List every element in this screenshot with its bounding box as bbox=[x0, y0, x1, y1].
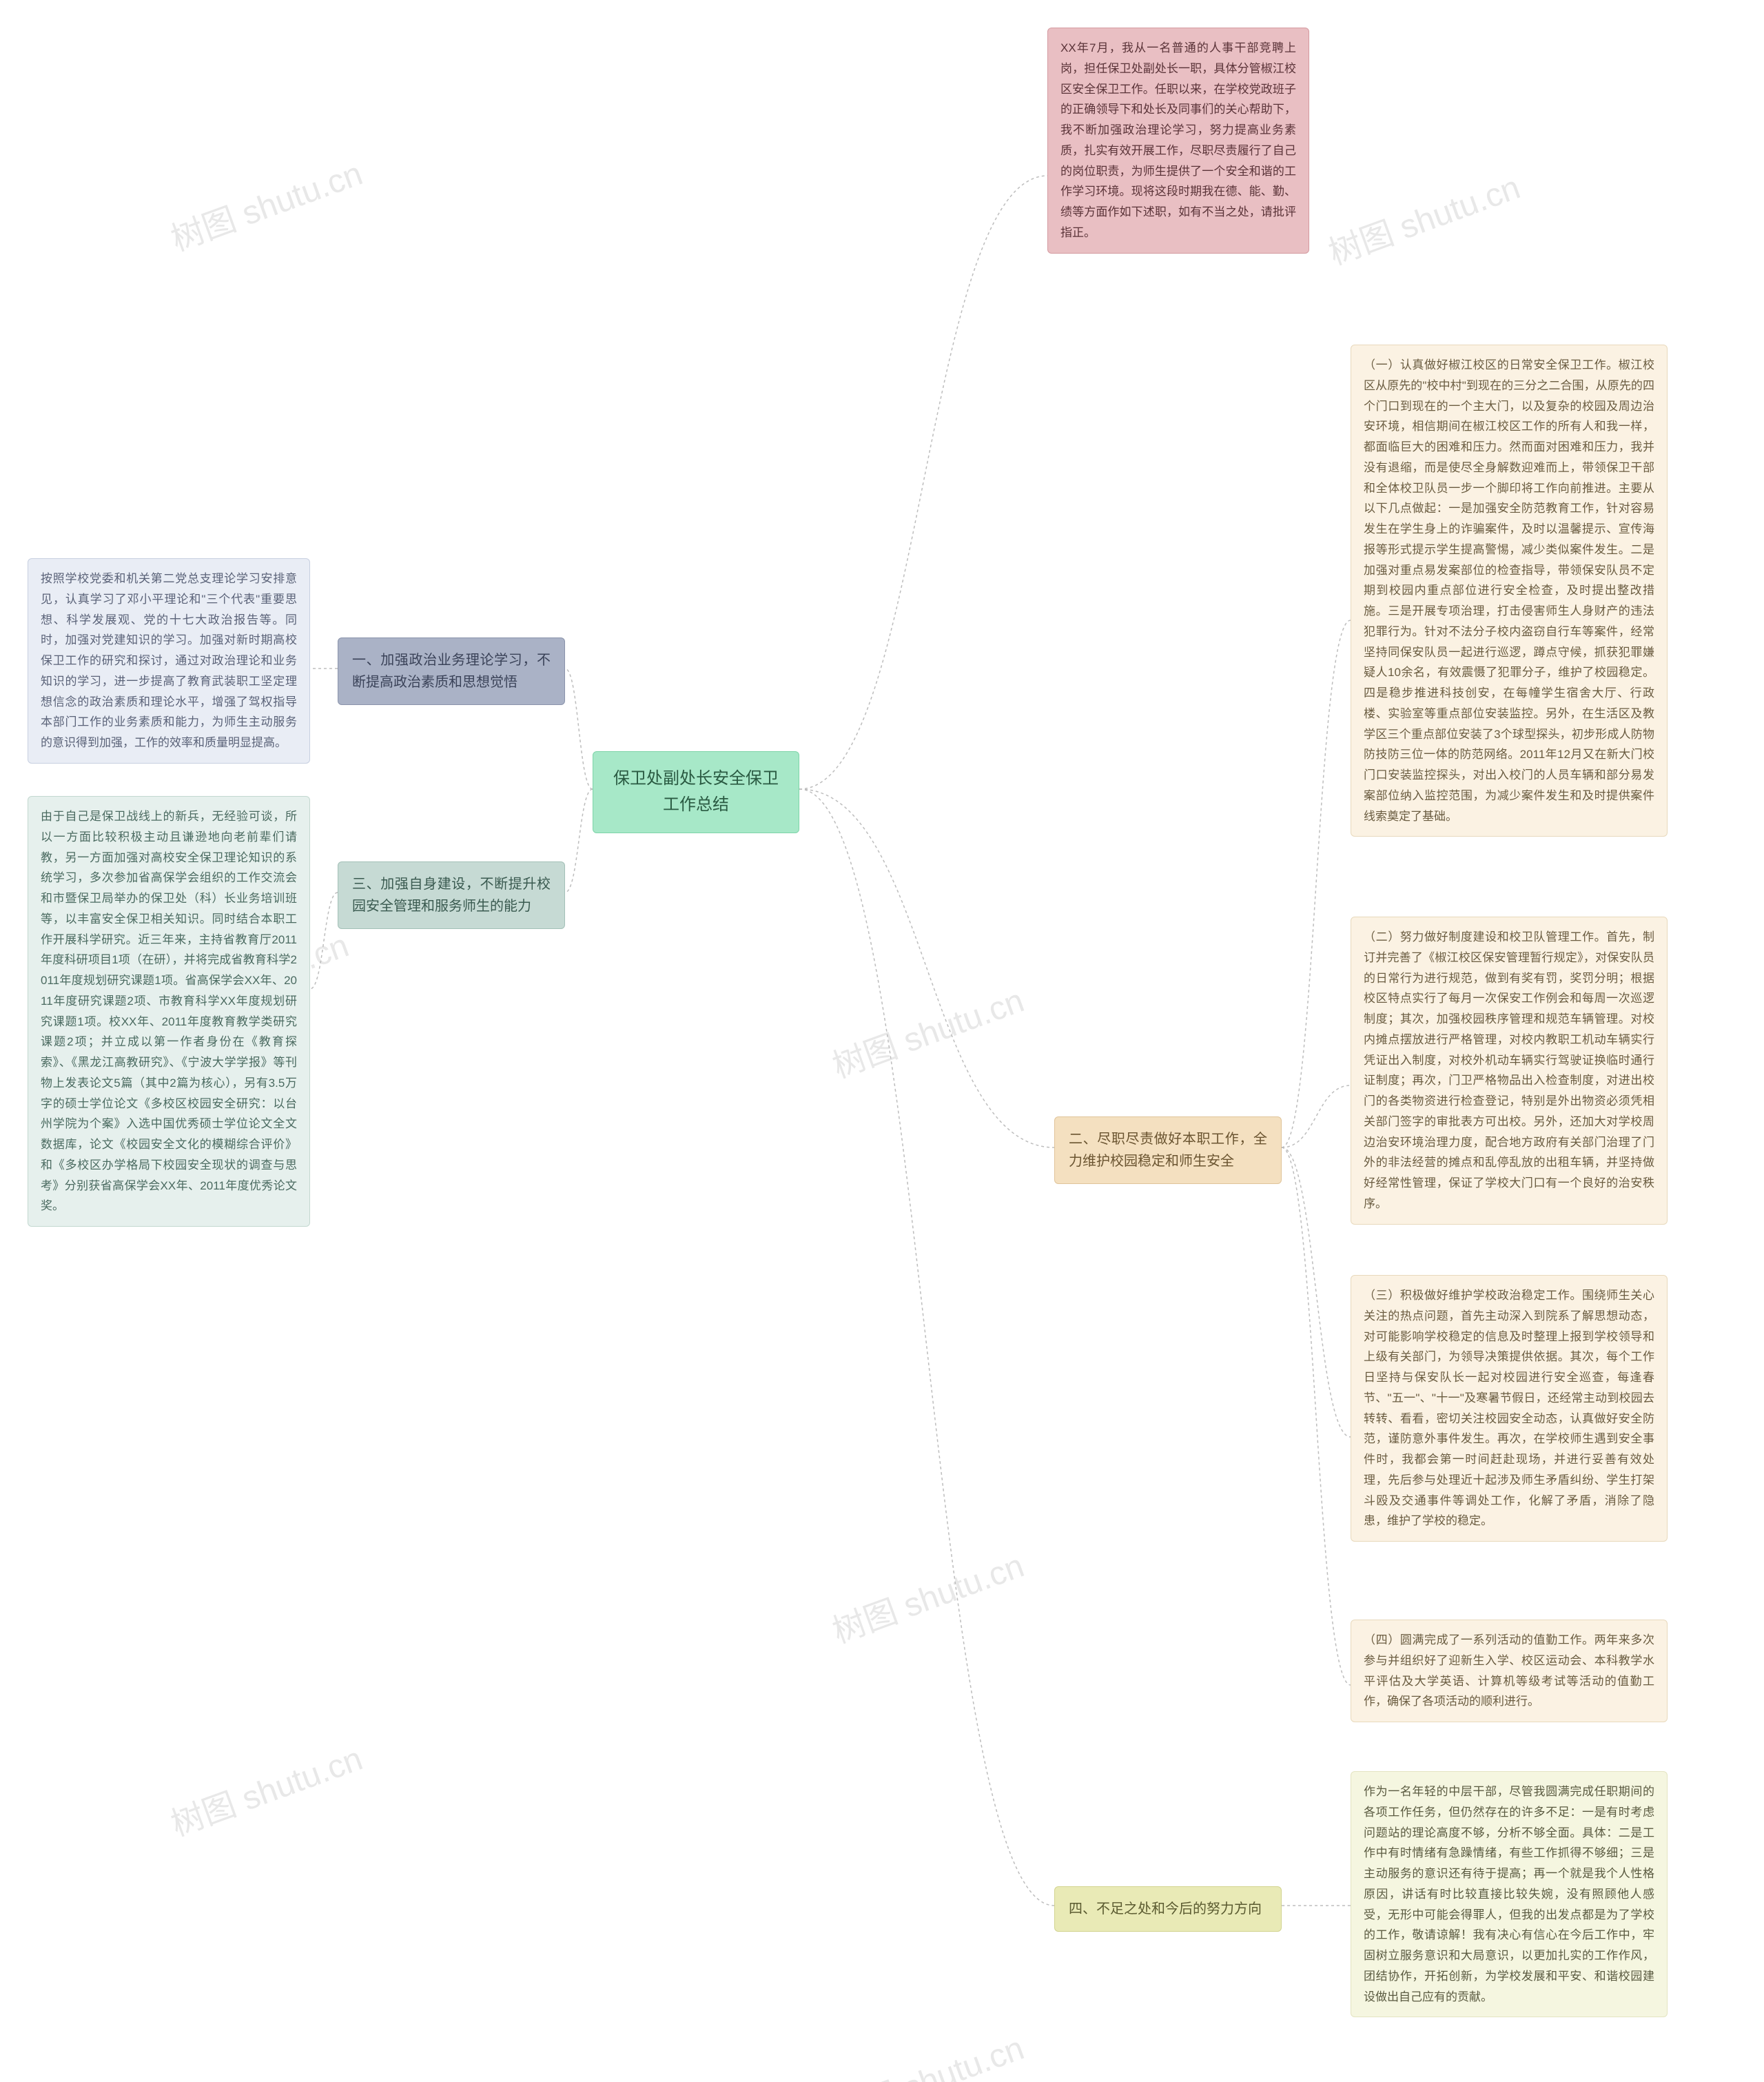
watermark: 树图 shutu.cn bbox=[825, 2021, 1029, 2082]
watermark: 树图 shutu.cn bbox=[163, 146, 368, 260]
watermark: 树图 shutu.cn bbox=[825, 973, 1029, 1087]
branch-2[interactable]: 二、尽职尽责做好本职工作，全力维护校园稳定和师生安全 bbox=[1054, 1116, 1282, 1184]
branch-2-leaf-4: （四）圆满完成了一系列活动的值勤工作。两年来多次参与并组织好了迎新生入学、校区运… bbox=[1351, 1620, 1668, 1722]
branch-2-leaf-1: （一）认真做好椒江校区的日常安全保卫工作。椒江校区从原先的"校中村"到现在的三分… bbox=[1351, 345, 1668, 837]
branch-2-leaf-3: （三）积极做好维护学校政治稳定工作。围绕师生关心关注的热点问题，首先主动深入到院… bbox=[1351, 1275, 1668, 1542]
watermark: 树图 shutu.cn bbox=[825, 1538, 1029, 1652]
branch-1-leaf: 按照学校党委和机关第二党总支理论学习安排意见，认真学习了邓小平理论和"三个代表"… bbox=[28, 558, 310, 764]
branch-3-leaf: 由于自己是保卫战线上的新兵，无经验可谈，所以一方面比较积极主动且谦逊地向老前辈们… bbox=[28, 796, 310, 1227]
branch-3[interactable]: 三、加强自身建设，不断提升校园安全管理和服务师生的能力 bbox=[338, 861, 565, 929]
branch-1[interactable]: 一、加强政治业务理论学习，不断提高政治素质和思想觉悟 bbox=[338, 637, 565, 705]
watermark: 树图 shutu.cn bbox=[163, 1731, 368, 1845]
intro-paragraph: XX年7月，我从一名普通的人事干部竞聘上岗，担任保卫处副处长一职，具体分管椒江校… bbox=[1047, 28, 1309, 254]
branch-4[interactable]: 四、不足之处和今后的努力方向 bbox=[1054, 1886, 1282, 1932]
branch-4-leaf: 作为一名年轻的中层干部，尽管我圆满完成任职期间的各项工作任务，但仍然存在的许多不… bbox=[1351, 1771, 1668, 2017]
mindmap-center[interactable]: 保卫处副处长安全保卫工作总结 bbox=[593, 751, 799, 833]
watermark: 树图 shutu.cn bbox=[1321, 160, 1526, 274]
branch-2-leaf-2: （二）努力做好制度建设和校卫队管理工作。首先，制订并完善了《椒江校区保安管理暂行… bbox=[1351, 917, 1668, 1225]
